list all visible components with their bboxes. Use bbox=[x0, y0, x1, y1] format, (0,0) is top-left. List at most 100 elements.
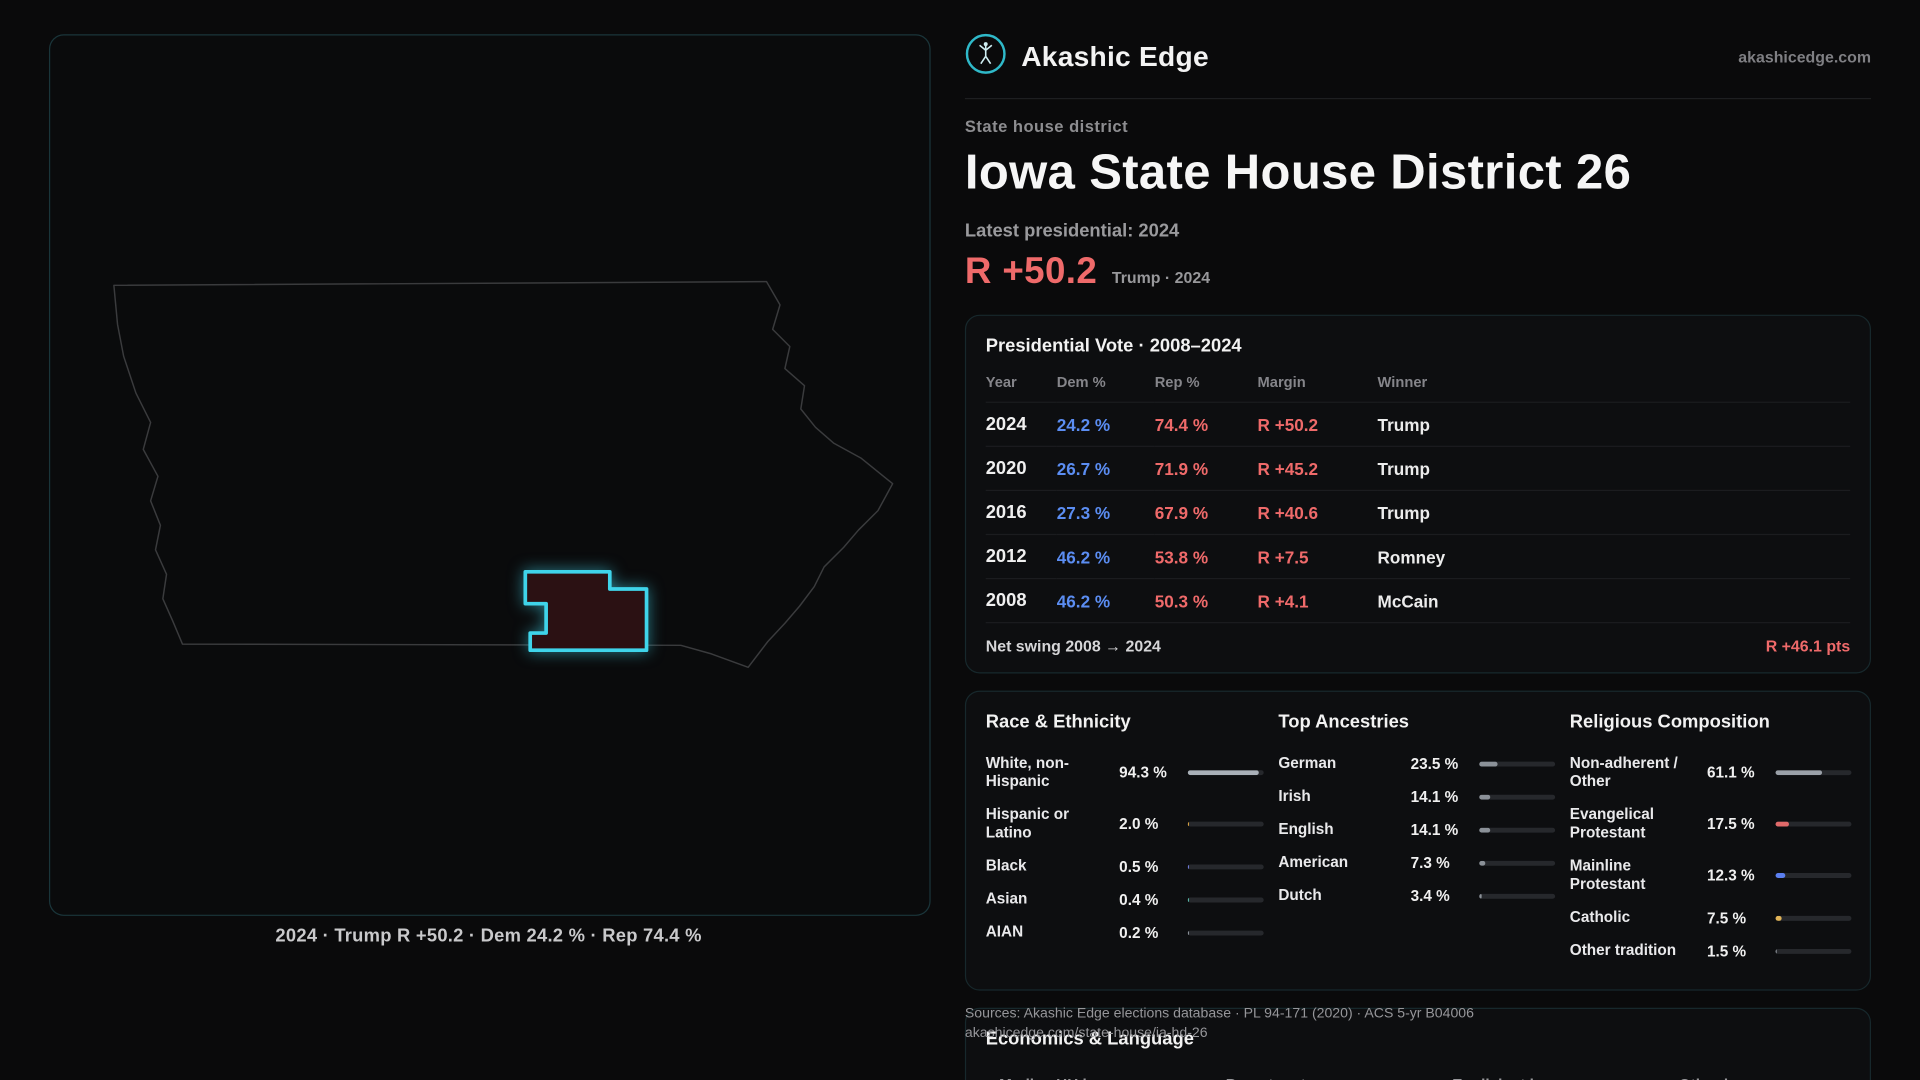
column-header: Dem % bbox=[1056, 373, 1106, 391]
demo-row: Hispanic or Latino 2.0 % bbox=[986, 798, 1264, 849]
cell-year: 2024 bbox=[985, 401, 1057, 447]
demo-value: 7.5 % bbox=[1706, 909, 1747, 927]
brand: Akashic Edge bbox=[965, 33, 1209, 81]
demo-row: Asian 0.4 % bbox=[986, 883, 1264, 916]
demo-value: 3.4 % bbox=[1410, 887, 1450, 905]
demo-label: English bbox=[1278, 820, 1334, 838]
demo-bar-fill bbox=[1479, 893, 1482, 899]
demo-row: Other tradition 1.5 % bbox=[1570, 934, 1852, 967]
column-header: Year bbox=[985, 373, 1017, 391]
header-divider bbox=[964, 97, 1872, 100]
cell-margin: R +50.2 bbox=[1257, 401, 1378, 447]
demo-row: Dutch 3.4 % bbox=[1278, 879, 1556, 912]
demo-bar-fill bbox=[1775, 821, 1789, 827]
net-swing-row: Net swing 2008 → 2024 R +46.1 pts bbox=[985, 622, 1851, 658]
sources-footer: Sources: Akashic Edge elections database… bbox=[965, 1004, 1474, 1043]
demo-row: Non-adherent / Other 61.1 % bbox=[1570, 747, 1852, 798]
map-caption: 2024 · Trump R +50.2 · Dem 24.2 % · Rep … bbox=[275, 925, 702, 947]
demo-label: Other tradition bbox=[1569, 941, 1677, 959]
religious-composition-column: Religious Composition Non-adherent / Oth… bbox=[1570, 711, 1852, 967]
demo-label: Dutch bbox=[1278, 886, 1322, 904]
presidential-row: 2016 27.3 % 67.9 % R +40.6 Trump bbox=[985, 489, 1851, 535]
demo-label: AIAN bbox=[985, 923, 1024, 941]
cell-rep: 67.9 % bbox=[1154, 489, 1258, 535]
demo-bar bbox=[1775, 948, 1852, 954]
cell-dem: 46.2 % bbox=[1056, 577, 1155, 623]
stat-block: English at home89.9 % bbox=[1452, 1076, 1679, 1080]
demo-value: 17.5 % bbox=[1706, 815, 1755, 833]
demo-bar bbox=[1775, 821, 1852, 827]
cell-rep: 50.3 % bbox=[1154, 577, 1258, 623]
net-swing-label: Net swing 2008 → 2024 bbox=[985, 636, 1161, 656]
demo-label: American bbox=[1278, 853, 1349, 871]
cell-winner: Trump bbox=[1377, 445, 1851, 491]
cell-winner: Trump bbox=[1377, 401, 1851, 447]
demo-bar-fill bbox=[1479, 761, 1498, 766]
presidential-row: 2020 26.7 % 71.9 % R +45.2 Trump bbox=[985, 445, 1851, 491]
headline-margin: R +50.2 Trump · 2024 bbox=[965, 251, 1871, 293]
economics-stats: Median HH income$64,349Poverty rate11.9 … bbox=[986, 1076, 1850, 1080]
stat-block: Poverty rate11.9 % bbox=[1226, 1076, 1453, 1080]
district-map-panel bbox=[48, 34, 931, 916]
demo-row: Evangelical Protestant 17.5 % bbox=[1570, 798, 1852, 849]
demo-value: 2.0 % bbox=[1119, 815, 1159, 833]
demo-bar-fill bbox=[1187, 770, 1260, 776]
religious-composition-title: Religious Composition bbox=[1569, 711, 1770, 733]
demo-row: English 14.1 % bbox=[1278, 813, 1556, 846]
sources-line: Sources: Akashic Edge elections database… bbox=[964, 1006, 1474, 1022]
demo-bar bbox=[1775, 915, 1852, 921]
stat-label: Poverty rate bbox=[1226, 1076, 1453, 1080]
cell-year: 2016 bbox=[985, 489, 1057, 535]
column-header: Rep % bbox=[1154, 373, 1200, 391]
demo-bar bbox=[1187, 863, 1264, 869]
brand-name: Akashic Edge bbox=[1021, 40, 1209, 73]
demo-value: 94.3 % bbox=[1119, 764, 1167, 782]
page-title: Iowa State House District 26 bbox=[964, 145, 1632, 200]
demo-row: American 7.3 % bbox=[1278, 846, 1556, 879]
demo-bar-fill bbox=[1775, 873, 1785, 878]
cell-winner: Trump bbox=[1377, 489, 1851, 535]
presidential-vote-card: Presidential Vote · 2008–2024 Year Dem % R… bbox=[964, 314, 1872, 674]
race-ethnicity-title: Race & Ethnicity bbox=[985, 711, 1131, 733]
brand-domain-link[interactable]: akashicedge.com bbox=[1738, 47, 1872, 67]
cell-dem: 27.3 % bbox=[1056, 489, 1155, 535]
latest-presidential-label: Latest presidential: 2024 bbox=[964, 220, 1180, 242]
column-header: Winner bbox=[1377, 373, 1428, 391]
demo-row: Irish 14.1 % bbox=[1278, 780, 1556, 813]
cell-rep: 53.8 % bbox=[1154, 533, 1258, 579]
demo-bar bbox=[1187, 821, 1264, 827]
demo-row: Catholic 7.5 % bbox=[1570, 901, 1852, 934]
demo-bar bbox=[1775, 770, 1852, 776]
cell-margin: R +40.6 bbox=[1257, 489, 1378, 535]
race-ethnicity-column: Race & Ethnicity White, non-Hispanic 94.3… bbox=[986, 711, 1264, 967]
demo-label: Mainline Protestant bbox=[1569, 857, 1646, 893]
demo-bar-fill bbox=[1775, 948, 1777, 954]
demo-bar bbox=[1479, 794, 1556, 799]
demo-label: Black bbox=[985, 857, 1027, 875]
cell-dem: 24.2 % bbox=[1056, 401, 1155, 447]
brand-logo-icon bbox=[965, 33, 1007, 81]
presidential-card-title: Presidential Vote · 2008–2024 bbox=[985, 335, 1242, 357]
demo-bar-fill bbox=[1187, 821, 1190, 827]
demo-label: Catholic bbox=[1569, 908, 1631, 926]
detail-panel: Akashic Edge akashicedge.com State house… bbox=[964, 0, 1872, 1080]
stat-block: Other language10.1 % bbox=[1679, 1076, 1906, 1080]
net-swing-value: R +46.1 pts bbox=[1765, 636, 1851, 656]
demo-value: 61.1 % bbox=[1706, 764, 1755, 782]
cell-winner: McCain bbox=[1377, 577, 1851, 623]
demo-bar-fill bbox=[1479, 827, 1490, 833]
demo-value: 23.5 % bbox=[1410, 754, 1459, 773]
demo-value: 7.3 % bbox=[1410, 854, 1450, 872]
sources-url: akashicedge.com/state-house/ia-hd-26 bbox=[964, 1026, 1208, 1041]
demo-bar bbox=[1479, 860, 1556, 866]
demo-bar-fill bbox=[1479, 794, 1490, 799]
top-bar: Akashic Edge akashicedge.com bbox=[965, 0, 1871, 81]
demo-value: 0.4 % bbox=[1119, 890, 1159, 908]
demo-bar bbox=[1479, 893, 1556, 899]
demo-bar bbox=[1187, 896, 1264, 902]
demo-value: 14.1 % bbox=[1410, 821, 1459, 839]
demo-row: Mainline Protestant 12.3 % bbox=[1570, 850, 1852, 901]
district-26-shape[interactable] bbox=[523, 570, 649, 653]
demo-bar bbox=[1479, 827, 1556, 833]
